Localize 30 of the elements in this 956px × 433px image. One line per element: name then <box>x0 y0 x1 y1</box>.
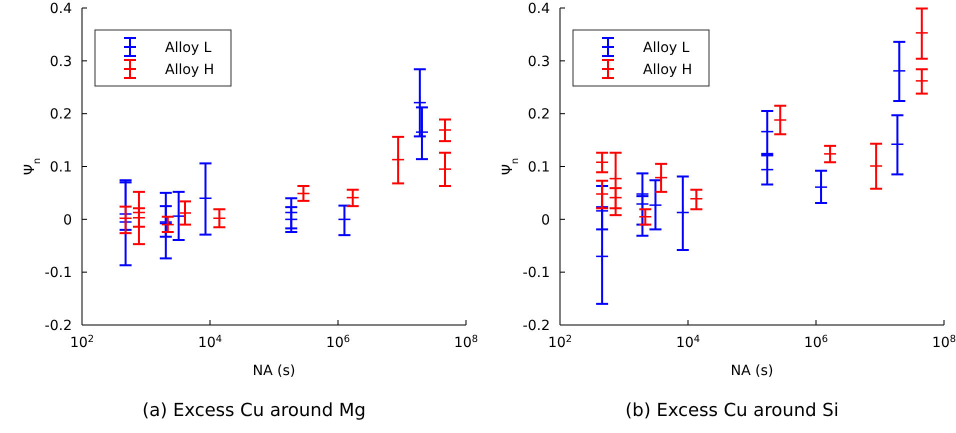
x-tick-label: 10$^{4}$ <box>198 334 222 351</box>
y-tick-label: 0.3 <box>50 54 72 70</box>
y-tick-label: -0.1 <box>44 265 72 282</box>
y-tick-label: 0 <box>541 212 550 228</box>
text: (a) Excess Cu around Mg <box>142 400 366 421</box>
y-tick-label: -0.2 <box>44 318 72 334</box>
y-tick-label: 0.1 <box>528 160 550 176</box>
text: (b) Excess Cu around Si <box>625 400 839 421</box>
y-tick-label: 0.4 <box>528 1 550 17</box>
y-tick-label: 0.4 <box>50 1 72 17</box>
x-tick-label: 10$^{4}$ <box>676 334 700 351</box>
x-tick-label: 10$^{2}$ <box>548 334 572 351</box>
y-tick-label: -0.2 <box>522 318 550 334</box>
legend-label: Alloy L <box>165 40 212 56</box>
y-tick-label: 0.2 <box>50 106 72 123</box>
x-tick-label: 10$^{2}$ <box>70 334 94 351</box>
y-tick-label: 0.1 <box>50 160 72 176</box>
x-axis-title: NA (s) <box>730 363 774 379</box>
y-tick-label: 0.2 <box>528 106 550 123</box>
legend-label: Alloy H <box>165 62 214 78</box>
x-tick-label: 10$^{8}$ <box>454 334 478 351</box>
legend-label: Alloy H <box>643 62 692 78</box>
y-tick-label: 0 <box>63 212 72 228</box>
x-axis-title: NA (s) <box>252 363 296 379</box>
y-tick-label: 0.3 <box>528 54 550 70</box>
y-tick-label: -0.1 <box>522 265 550 282</box>
legend-label: Alloy L <box>643 40 690 56</box>
x-tick-label: 10$^{6}$ <box>804 334 828 351</box>
x-tick-label: 10$^{8}$ <box>932 334 956 351</box>
x-tick-label: 10$^{6}$ <box>326 334 350 351</box>
